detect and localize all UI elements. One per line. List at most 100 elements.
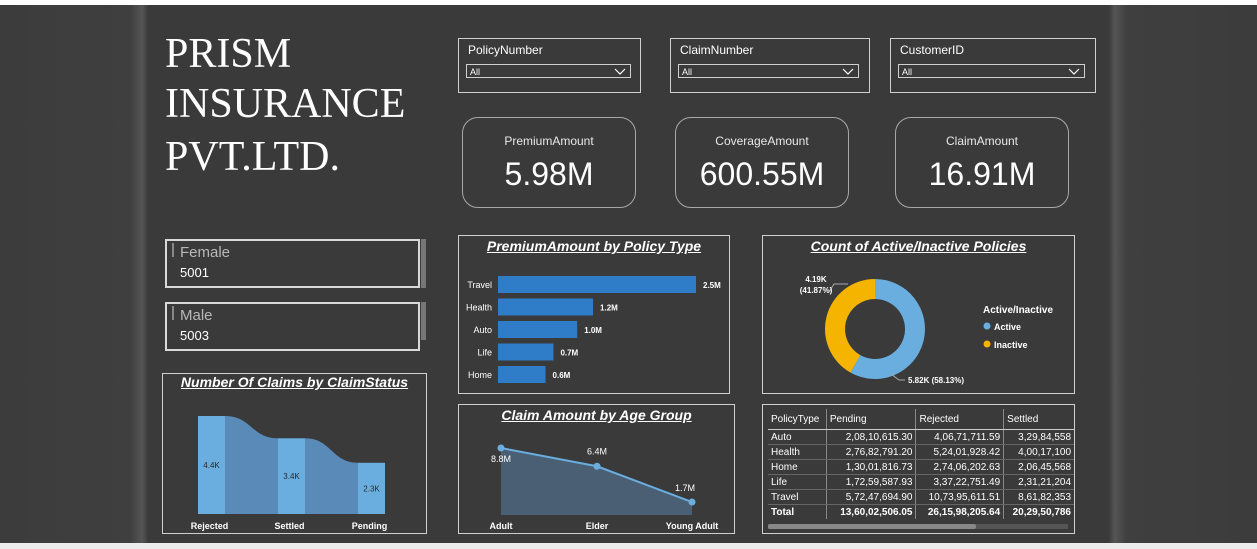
point-data-label: 1.7M — [675, 483, 695, 493]
dropdown-value: All — [902, 67, 913, 77]
claim-number-dropdown[interactable]: All — [678, 64, 859, 78]
bottom-strip — [0, 543, 1257, 549]
cell: 3,29,84,558 — [1003, 429, 1074, 445]
matrix-table: PolicyType Pending Rejected Settled Auto… — [768, 409, 1074, 519]
column-header[interactable]: Settled — [1003, 409, 1074, 430]
bar-category-label: Travel — [467, 280, 492, 290]
data-point — [688, 498, 696, 506]
premium-by-policy-type-chart: PremiumAmount by Policy Type Travel 2.5M H… — [458, 235, 730, 394]
claim-amount-card: ClaimAmount 16.91M — [895, 117, 1069, 208]
card-label: CoverageAmount — [715, 134, 809, 148]
bar-data-label: 0.6M — [553, 371, 571, 380]
company-title-line-2: INSURANCE — [165, 81, 406, 127]
scrollbar[interactable] — [421, 302, 426, 340]
legend-title: Active/Inactive — [983, 305, 1053, 316]
chart-title: Claim Amount by Age Group — [501, 407, 692, 423]
accent-bar — [172, 306, 174, 320]
cell: 3,37,22,751.49 — [915, 474, 1005, 490]
cell: 8,61,82,353 — [1003, 489, 1074, 505]
company-title-line-1: PRISM — [165, 31, 292, 77]
left-margin — [0, 5, 148, 543]
table-total-row: Total 13,60,02,506.05 26,15,98,205.64 20,29… — [768, 504, 1074, 519]
legend-item-inactive: Inactive — [994, 340, 1028, 350]
gender-count: 5003 — [180, 328, 209, 343]
data-point — [593, 462, 601, 470]
slicer-customer-id: CustomerID All — [890, 38, 1096, 93]
horizontal-scrollbar-track[interactable] — [768, 524, 1068, 529]
bar-chart-svg: Travel 2.5M Health 1.2M Auto 1.0M Life 0.7M Home… — [466, 276, 721, 383]
company-title-line-3: PVT.LTD. — [165, 134, 341, 180]
report-canvas: PRISM INSURANCE PVT.LTD. PolicyNumber Al… — [0, 5, 1257, 543]
active-inactive-policies-chart: Count of Active/Inactive Policies 4.19K (… — [762, 235, 1075, 394]
bar-category-label: Health — [466, 303, 492, 313]
donut-chart-svg: 4.19K (41.87%) 5.82K (58.13%) Active/Inacti… — [800, 275, 1054, 385]
cell: 20,29,50,786 — [1003, 504, 1074, 519]
area-chart-svg: 4.4K Rejected 3.4K Settled 2.3K Pending — [191, 416, 388, 531]
bar-category-label: Life — [477, 348, 492, 358]
ribbon-area — [225, 416, 278, 514]
cell: 5,24,01,928.42 — [915, 444, 1005, 460]
chart-title: Count of Active/Inactive Policies — [810, 238, 1027, 254]
claims-by-status-chart: Number Of Claims by ClaimStatus 4.4K Reje… — [162, 373, 427, 534]
column-header[interactable]: Rejected — [915, 409, 1005, 430]
status-bar — [198, 416, 225, 514]
bar-data-label: 3.4K — [283, 472, 300, 481]
leader-line — [828, 283, 848, 293]
donut-slice-active — [850, 279, 925, 379]
x-axis-label: Rejected — [191, 521, 229, 531]
x-axis-label: Young Adult — [666, 521, 718, 531]
chart-title: Number Of Claims by ClaimStatus — [180, 374, 409, 390]
accent-bar — [172, 243, 174, 257]
table-row: Home 1,30,01,816.73 2,74,06,202.63 2,06,45,… — [768, 459, 1074, 475]
slicer-claim-number: ClaimNumber All — [670, 38, 870, 93]
bar-data-label: 4.4K — [203, 461, 220, 470]
cell: 1,30,01,816.73 — [826, 459, 917, 475]
column-header[interactable]: PolicyType — [768, 409, 827, 430]
cell: 4,06,71,711.59 — [915, 429, 1005, 445]
dropdown-value: All — [682, 67, 693, 77]
claim-amount-by-age-chart: Claim Amount by Age Group 8.8M Adult 6.4M E… — [458, 404, 735, 534]
slicer-label: PolicyNumber — [468, 43, 543, 57]
cell: 2,08,10,615.30 — [826, 429, 917, 445]
chevron-down-icon — [1068, 68, 1080, 75]
table-row: Health 2,76,82,791.20 5,24,01,928.42 4,00,1… — [768, 444, 1074, 460]
bar-data-label: 0.7M — [560, 349, 578, 358]
bar — [498, 343, 554, 361]
table-row: Travel 5,72,47,694.90 10,73,95,611.51 8,61,… — [768, 489, 1074, 505]
customer-id-dropdown[interactable]: All — [898, 64, 1085, 78]
cell: Auto — [768, 429, 827, 445]
cell: 5,72,47,694.90 — [826, 489, 917, 505]
slice-data-label: 4.19K — [805, 275, 827, 284]
bar — [498, 366, 546, 383]
slicer-policy-number: PolicyNumber All — [458, 38, 641, 93]
status-bar — [278, 438, 305, 514]
cell: Health — [768, 444, 827, 460]
horizontal-scrollbar-thumb[interactable] — [768, 524, 976, 529]
bar — [498, 321, 578, 338]
chevron-down-icon — [614, 68, 626, 75]
bar — [498, 276, 696, 293]
cell: 10,73,95,611.51 — [915, 489, 1005, 505]
cell: 2,31,21,204 — [1003, 474, 1074, 490]
x-axis-label: Pending — [352, 521, 388, 531]
card-label: ClaimAmount — [945, 134, 1019, 148]
gender-label: Female — [180, 244, 231, 261]
line-area-chart-svg: 8.8M Adult 6.4M Elder 1.7M Young Adult — [490, 444, 718, 531]
bar-data-label: 2.3K — [363, 484, 380, 493]
legend-item-active: Active — [994, 322, 1021, 332]
cell: 1,72,59,587.93 — [826, 474, 917, 490]
cell: Total — [768, 504, 827, 519]
x-axis-label: Settled — [274, 521, 304, 531]
bar-data-label: 2.5M — [703, 281, 721, 290]
cell: 26,15,98,205.64 — [915, 504, 1005, 519]
bar-data-label: 1.0M — [584, 326, 602, 335]
table-header-row: PolicyType Pending Rejected Settled — [768, 409, 1074, 430]
column-header[interactable]: Pending — [826, 409, 917, 430]
point-data-label: 6.4M — [587, 446, 607, 456]
slice-data-label: 5.82K (58.13%) — [908, 376, 964, 385]
cell: 13,60,02,506.05 — [826, 504, 917, 519]
policy-number-dropdown[interactable]: All — [466, 64, 631, 78]
card-value: 600.55M — [699, 156, 825, 192]
card-label: PremiumAmount — [504, 134, 594, 148]
scrollbar[interactable] — [421, 239, 426, 288]
